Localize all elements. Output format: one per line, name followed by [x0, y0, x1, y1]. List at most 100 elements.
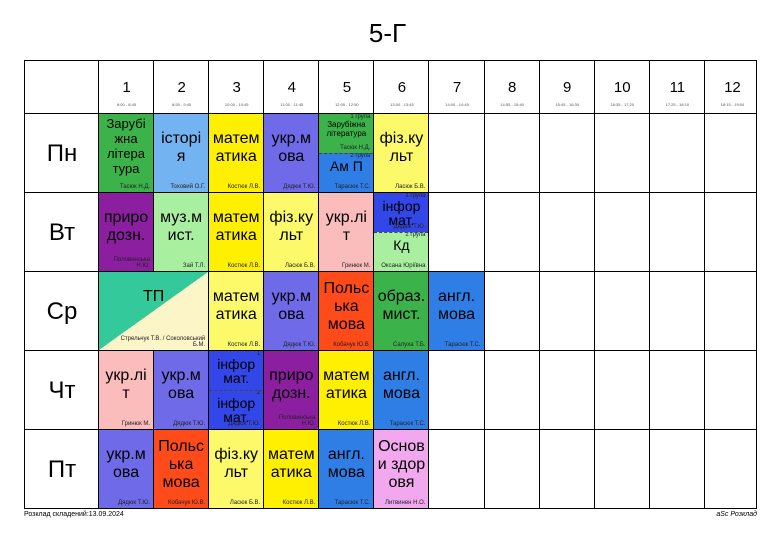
period-header: 3 10:00 - 10:45 — [209, 61, 264, 114]
lesson-teacher: Костюк Л.В. — [227, 263, 261, 269]
lesson-teacher: Дядюк Т.Ю. — [283, 342, 316, 348]
period-header: 5 12:05 - 12:50 — [319, 61, 374, 114]
period-header: 7 14:00 - 14:45 — [429, 61, 484, 114]
lesson-cell[interactable]: Зарубіжна література 1 група Тасюк Н.Д. Ам П… — [319, 114, 374, 192]
lesson-subject: приро дозн. — [103, 209, 149, 244]
lesson-teacher: Тарасюк Т.С. — [334, 500, 371, 506]
lesson-cell[interactable]: матем атика Костюк Л.В. — [209, 114, 264, 192]
lesson-cell[interactable]: укр.м ова Дядюк Т.Ю. — [99, 430, 154, 508]
lesson-cell[interactable]: укр.м ова Дядюк Т.Ю. — [264, 272, 319, 350]
day-label: Вт — [48, 219, 76, 246]
lesson-teacher: Половинська Н.Ю. — [278, 415, 316, 427]
lesson-teacher: Оксана Юріївна — [381, 263, 426, 269]
lesson-cell[interactable]: матем атика Костюк Л.В. — [319, 351, 374, 429]
lesson-subject: Основ и здор овя — [377, 438, 426, 491]
lesson-teacher: Стрельчук Т.В. / Соколовський Б.М. — [120, 336, 206, 348]
day-label: Пн — [46, 140, 78, 167]
lesson-teacher: Костюк Л.В. — [227, 342, 261, 348]
lesson-group-part[interactable]: Зарубіжна література 1 група Тасюк Н.Д. — [319, 114, 374, 153]
lesson-subject: матем атика — [267, 446, 315, 481]
lesson-subject: інфор мат. — [382, 198, 421, 228]
grid-column-divider — [263, 61, 265, 508]
footer-generated-date: Розклад складений:13.09.2024 — [24, 511, 124, 518]
lesson-teacher: Тарасюк Т.С. — [389, 421, 426, 427]
period-time: 13:00 - 13:45 — [390, 102, 414, 107]
lesson-cell[interactable]: інфор мат. 1 група Дядюк Т.Ю. Кд 2 група Оксан… — [374, 193, 429, 271]
lesson-teacher: Дядюк Т.Ю. — [118, 500, 151, 506]
lesson-teacher: Салуха Т.Б. — [393, 342, 426, 348]
period-time: 12:05 - 12:50 — [335, 102, 359, 107]
period-header: 2 8:55 - 9:40 — [154, 61, 209, 114]
period-number: 11 — [669, 79, 686, 96]
group-label: 2 — [256, 390, 261, 396]
lesson-cell[interactable]: укр.лі т Гринюк М. — [99, 351, 154, 429]
lesson-cell[interactable]: укр.лі т Гринюк М. — [319, 193, 374, 271]
lesson-cell[interactable]: англ. мова Тарасюк Т.С. — [374, 351, 429, 429]
grid-column-divider — [593, 61, 595, 508]
lesson-subject: укр.лі т — [325, 209, 367, 244]
lesson-cell[interactable]: англ. мова Тарасюк Т.С. — [319, 430, 374, 508]
day-label: Ср — [46, 298, 78, 325]
grid-column-divider — [428, 61, 430, 508]
lesson-cell[interactable]: фіз.ку льт Ласюк Б.В. — [374, 114, 429, 192]
grid-column-divider — [648, 61, 650, 508]
lesson-cell[interactable]: англ. мова Тарасюк Т.С. — [429, 272, 484, 350]
group-label: 1 група — [350, 114, 371, 120]
lesson-cell[interactable]: укр.м ова Дядюк Т.Ю. — [264, 114, 319, 192]
lesson-teacher: Литвинен Н.О. — [384, 500, 426, 506]
lesson-subject: англ. мова — [382, 367, 420, 402]
lesson-cell[interactable]: матем атика Костюк Л.В. — [209, 193, 264, 271]
lesson-teacher: Ласюк Б.В. — [395, 184, 426, 190]
lesson-subject: Зарубіжна література — [326, 120, 367, 138]
period-time: 17:25 - 18:10 — [665, 102, 690, 107]
lesson-cell[interactable]: матем атика Костюк Л.В. — [209, 272, 264, 350]
lesson-cell[interactable]: фіз.ку льт Ласюк Б.В. — [209, 430, 264, 508]
period-number: 1 — [122, 79, 131, 96]
lesson-teacher: Зай Т.Л. — [182, 263, 206, 269]
lesson-cell[interactable]: приро дозн. Половинська Н.Ю. — [99, 193, 154, 271]
lesson-subject: Польс ька мова — [323, 280, 370, 333]
lesson-teacher: Кобачук Ю.В. — [168, 500, 206, 506]
lesson-cell[interactable]: матем атика Костюк Л.В. — [264, 430, 319, 508]
lesson-group-part[interactable]: інфор мат. 2 Дядюк Т.Ю. — [209, 390, 264, 429]
lesson-cell[interactable]: укр.м ова Дядюк Т.Ю. — [154, 351, 209, 429]
period-header: 1 8:00 - 8:45 — [99, 61, 154, 114]
lesson-subject: матем атика — [212, 209, 260, 244]
lesson-teacher: Костюк Л.В. — [282, 500, 316, 506]
lesson-subject: образ. мист. — [377, 288, 426, 323]
period-header: 11 17:25 - 18:10 — [650, 61, 705, 114]
lesson-cell[interactable]: Зарубі жна літе­ра тура Тасюк Н.Д. — [99, 114, 154, 192]
lesson-teacher: Ласюк Б.В. — [229, 500, 261, 506]
lesson-subject: матем атика — [212, 288, 260, 323]
lesson-subject: інфор мат. — [217, 356, 256, 386]
period-header: 10 16:35 - 17:20 — [595, 61, 650, 114]
lesson-teacher: Дядюк Т.Ю. — [393, 224, 426, 230]
group-label: 2 група — [350, 153, 371, 159]
period-header: 8 14:55 - 15:40 — [485, 61, 540, 114]
lesson-cell[interactable]: інфор мат. 1 інфор мат. 2 Дядюк Т.Ю. — [209, 351, 264, 429]
period-time: 10:00 - 10:45 — [224, 102, 249, 107]
grid-column-divider — [373, 61, 375, 508]
period-header: 9 15:45 - 16:30 — [540, 61, 595, 114]
lesson-cell[interactable]: Польс ька мова Кобачук Ю.В. — [154, 430, 209, 508]
lesson-group-part[interactable]: інфор мат. 1 група Дядюк Т.Ю. — [374, 193, 429, 232]
lesson-cell[interactable]: образ. мист. Салуха Т.Б. — [374, 272, 429, 350]
lesson-group-part[interactable]: Кд 2 група Оксана Юріївна — [374, 232, 429, 271]
period-number: 3 — [232, 79, 241, 96]
lesson-cell[interactable]: приро дозн. Половинська Н.Ю. — [264, 351, 319, 429]
grid-column-divider — [318, 61, 320, 508]
lesson-cell[interactable]: ТП Стрельчук Т.В. / Соколовський Б.М. — [99, 272, 209, 350]
lesson-cell[interactable]: фіз.ку льт Ласюк Б.В. — [264, 193, 319, 271]
lesson-cell[interactable]: Польс ька мова Кобачук Ю.В. — [319, 272, 374, 350]
period-number: 7 — [452, 79, 462, 96]
lesson-subject: Польс ька мова — [158, 438, 204, 491]
grid-row-divider — [25, 271, 756, 272]
period-number: 12 — [724, 79, 741, 96]
lesson-cell[interactable]: історі я Тоховий О.Г. — [154, 114, 209, 192]
lesson-cell[interactable]: муз.м ист. Зай Т.Л. — [154, 193, 209, 271]
period-time: 14:55 - 15:40 — [500, 102, 524, 107]
lesson-cell[interactable]: Основ и здор овя Литвинен Н.О. — [374, 430, 429, 508]
lesson-group-part[interactable]: інфор мат. 1 — [209, 351, 264, 390]
lesson-teacher: Тарасюк Т.С. — [334, 184, 371, 190]
